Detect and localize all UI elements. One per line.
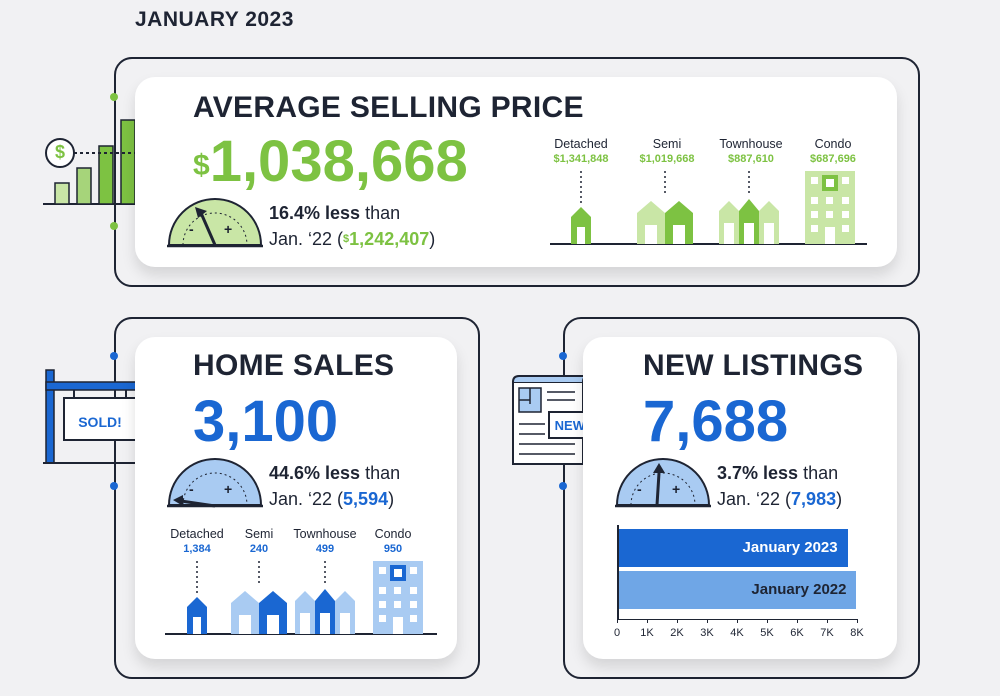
gauge-icon (167, 198, 263, 248)
chart-tick-mark (707, 619, 708, 623)
type-label-semi: Semi (244, 527, 274, 541)
townhouse-icon (719, 199, 779, 244)
chart-tick-label: 1K (640, 627, 654, 639)
chart-tick-label: 5K (760, 627, 774, 639)
change-percent: 3.7% less (717, 463, 799, 483)
new-badge-text: NEW! (554, 418, 590, 433)
change-percent: 16.4% less (269, 203, 361, 223)
semi-house-icon (637, 201, 693, 244)
price-bar-chart-icon (43, 119, 145, 205)
dollar-symbol: $ (54, 142, 65, 162)
chart-tick-label: 7K (820, 627, 834, 639)
connector-dot (559, 482, 567, 490)
gauge-icon (615, 458, 711, 508)
detached-house-icon (571, 207, 591, 244)
selling-price-heading: AVERAGE SELLING PRICE (193, 91, 584, 124)
type-value-condo: $687,696 (810, 153, 856, 165)
connector-dot (110, 222, 118, 230)
home-sales-card: HOME SALES 3,100 - + 44.6% less than Jan… (135, 337, 457, 659)
gauge-icon (167, 458, 263, 508)
type-label-semi: Semi (652, 137, 682, 151)
home-sales-frame (114, 317, 480, 679)
new-listings-comparison: 3.7% less than Jan. ‘22 (7,983) (717, 463, 843, 509)
type-value-detached: $1,341,848 (553, 153, 609, 165)
chart-tick-mark (827, 619, 828, 623)
chart-tick-mark (677, 619, 678, 623)
currency-symbol: $ (193, 149, 210, 182)
chart-tick-mark (737, 619, 738, 623)
compare-value: 5,594 (343, 489, 389, 509)
type-label-detached: Detached (170, 527, 224, 541)
chart-tick-label: 4K (730, 627, 744, 639)
chart-tick-label: 8K (850, 627, 864, 639)
home-sales-comparison: 44.6% less than Jan. ‘22 (5,594) (269, 463, 401, 509)
condo-building-icon (373, 561, 423, 634)
page-title: JANUARY 2023 (135, 8, 294, 31)
selling-price-frame (114, 57, 920, 287)
selling-price-card: AVERAGE SELLING PRICE $1,038,668 - + 16.… (135, 77, 897, 267)
chart-tick-mark (767, 619, 768, 623)
chart-bar: January 2023 (619, 529, 848, 567)
connector-dot (559, 352, 567, 360)
chart-tick-mark (647, 619, 648, 623)
type-value-townhouse: $887,610 (728, 153, 774, 165)
new-listings-value: 7,688 (643, 389, 789, 454)
property-types-illustration (550, 171, 867, 245)
gauge-minus: - (189, 221, 194, 237)
gauge-minus: - (637, 481, 642, 497)
property-types-illustration (165, 561, 437, 635)
type-label-condo: Condo (374, 527, 412, 541)
compare-value: 1,242,407 (349, 229, 430, 249)
chart-tick-label: 0 (613, 627, 621, 639)
chart-tick-label: 6K (790, 627, 804, 639)
new-listings-card: NEW LISTINGS 7,688 - + 3.7% less than Ja… (583, 337, 897, 659)
selling-price-number: 1,038,668 (209, 129, 468, 194)
gauge-plus: + (224, 221, 233, 237)
listings-bar-chart: January 2023 January 2022 0 1K 2K 3K 4K 5K 6K 7K 8… (614, 525, 864, 645)
type-label-townhouse: Townhouse (719, 137, 783, 151)
type-label-detached: Detached (554, 137, 608, 151)
home-sales-value: 3,100 (193, 389, 339, 454)
change-percent: 44.6% less (269, 463, 361, 483)
detached-house-icon (187, 597, 207, 634)
selling-price-value: $1,038,668 (193, 129, 468, 195)
type-value-townhouse: 499 (315, 543, 335, 555)
chart-tick-label: 2K (670, 627, 684, 639)
gauge-plus: + (672, 481, 681, 497)
compare-value: 7,983 (791, 489, 837, 509)
townhouse-icon (295, 589, 355, 634)
chart-bar: January 2022 (619, 571, 857, 609)
type-label-townhouse: Townhouse (293, 527, 357, 541)
type-value-condo: 950 (383, 543, 403, 555)
sold-sign-icon (43, 369, 145, 464)
gauge-minus: - (189, 481, 194, 497)
type-value-detached: 1,384 (183, 543, 211, 555)
sold-sign-text: SOLD! (78, 414, 122, 430)
type-value-semi: $1,019,668 (639, 153, 695, 165)
semi-house-icon (231, 591, 287, 634)
connector-dot (110, 482, 118, 490)
new-listings-heading: NEW LISTINGS (643, 349, 864, 382)
connector-dot (110, 352, 118, 360)
type-label-condo: Condo (814, 137, 852, 151)
chart-axis-line (617, 525, 619, 619)
selling-price-comparison: 16.4% less than Jan. ‘22 ($1,242,407) (269, 203, 436, 249)
connector-dot (110, 93, 118, 101)
new-listings-frame (563, 317, 920, 679)
condo-building-icon (805, 171, 855, 244)
chart-tick-label: 3K (700, 627, 714, 639)
gauge-plus: + (224, 481, 233, 497)
new-listing-document-icon (512, 375, 596, 465)
chart-tick-mark (797, 619, 798, 623)
type-value-semi: 240 (249, 543, 269, 555)
home-sales-heading: HOME SALES (193, 349, 395, 382)
chart-tick-mark (617, 619, 618, 623)
chart-tick-mark (857, 619, 858, 623)
